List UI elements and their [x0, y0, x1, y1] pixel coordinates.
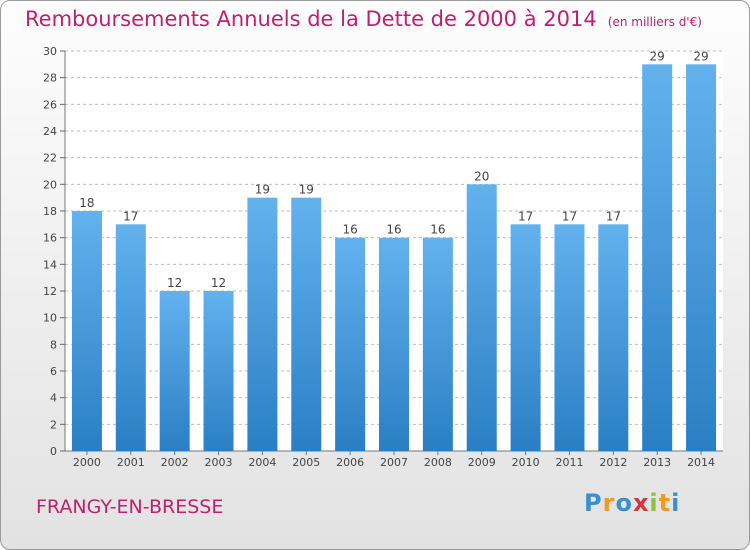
bar [71, 211, 102, 451]
bar-value-label: 17 [518, 209, 533, 223]
y-tick-label: 14 [43, 258, 57, 271]
bar-value-label: 16 [430, 223, 445, 237]
y-tick-label: 22 [43, 152, 57, 165]
logo-letter: r [602, 489, 616, 517]
x-tick-label: 2004 [248, 456, 276, 469]
x-tick-label: 2003 [205, 456, 233, 469]
bar-value-label: 18 [79, 196, 94, 210]
y-tick-label: 30 [43, 45, 57, 58]
bar-value-label: 20 [474, 169, 489, 183]
bar [291, 197, 322, 451]
x-tick-label: 2013 [643, 456, 671, 469]
y-tick-label: 28 [43, 72, 57, 85]
x-tick-label: 2008 [424, 456, 452, 469]
y-tick-label: 2 [50, 418, 57, 431]
x-tick-label: 2009 [468, 456, 496, 469]
bar [335, 237, 366, 451]
bar-value-label: 29 [693, 49, 708, 63]
proxiti-logo: Proxiti [584, 489, 680, 517]
bar-value-label: 29 [650, 49, 665, 63]
logo-letter: i [649, 489, 659, 517]
y-tick-label: 4 [50, 392, 57, 405]
logo-letter: i [671, 489, 681, 517]
bar-value-label: 17 [562, 209, 577, 223]
chart-title: Remboursements Annuels de la Dette de 20… [25, 7, 597, 31]
x-tick-label: 2001 [117, 456, 145, 469]
x-tick-label: 2005 [292, 456, 320, 469]
bar [466, 184, 497, 452]
y-tick-label: 26 [43, 98, 57, 111]
y-tick-label: 18 [43, 205, 57, 218]
bar-value-label: 19 [255, 183, 270, 197]
x-tick-label: 2014 [687, 456, 715, 469]
bar-value-label: 19 [299, 183, 314, 197]
bar [554, 224, 585, 451]
bar-value-label: 16 [386, 223, 401, 237]
bar-value-label: 12 [167, 276, 182, 290]
x-tick-label: 2006 [336, 456, 364, 469]
chart-unit: (en milliers d'€) [607, 15, 702, 29]
logo-letter: t [658, 489, 672, 517]
commune-name: FRANGY-EN-BRESSE [36, 496, 224, 518]
bar [598, 224, 629, 451]
bar-value-label: 17 [606, 209, 621, 223]
bar [422, 237, 453, 451]
logo-letter: o [615, 489, 633, 517]
logo-letter: x [632, 489, 650, 517]
y-tick-label: 20 [43, 178, 57, 191]
x-tick-label: 2010 [512, 456, 540, 469]
x-tick-label: 2011 [555, 456, 583, 469]
bar [115, 224, 146, 451]
y-tick-label: 10 [43, 312, 57, 325]
x-tick-label: 2012 [599, 456, 627, 469]
y-tick-label: 16 [43, 232, 57, 245]
bar [510, 224, 541, 451]
bar [247, 197, 278, 451]
bar [642, 64, 673, 452]
x-tick-label: 2007 [380, 456, 408, 469]
y-tick-label: 8 [50, 338, 57, 351]
bar [686, 64, 717, 452]
y-tick-label: 0 [50, 445, 57, 458]
logo-letter: P [584, 489, 603, 517]
chart-title-block: Remboursements Annuels de la Dette de 20… [25, 7, 702, 31]
bar [159, 291, 190, 451]
bar [379, 237, 409, 451]
y-tick-label: 12 [43, 285, 57, 298]
bar-value-label: 12 [211, 276, 226, 290]
bar-value-label: 16 [342, 223, 357, 237]
x-tick-label: 2000 [73, 456, 101, 469]
y-tick-label: 6 [50, 365, 57, 378]
x-tick-label: 2002 [161, 456, 189, 469]
bar-value-label: 17 [123, 209, 138, 223]
bar [203, 291, 234, 451]
y-tick-label: 24 [43, 125, 57, 138]
